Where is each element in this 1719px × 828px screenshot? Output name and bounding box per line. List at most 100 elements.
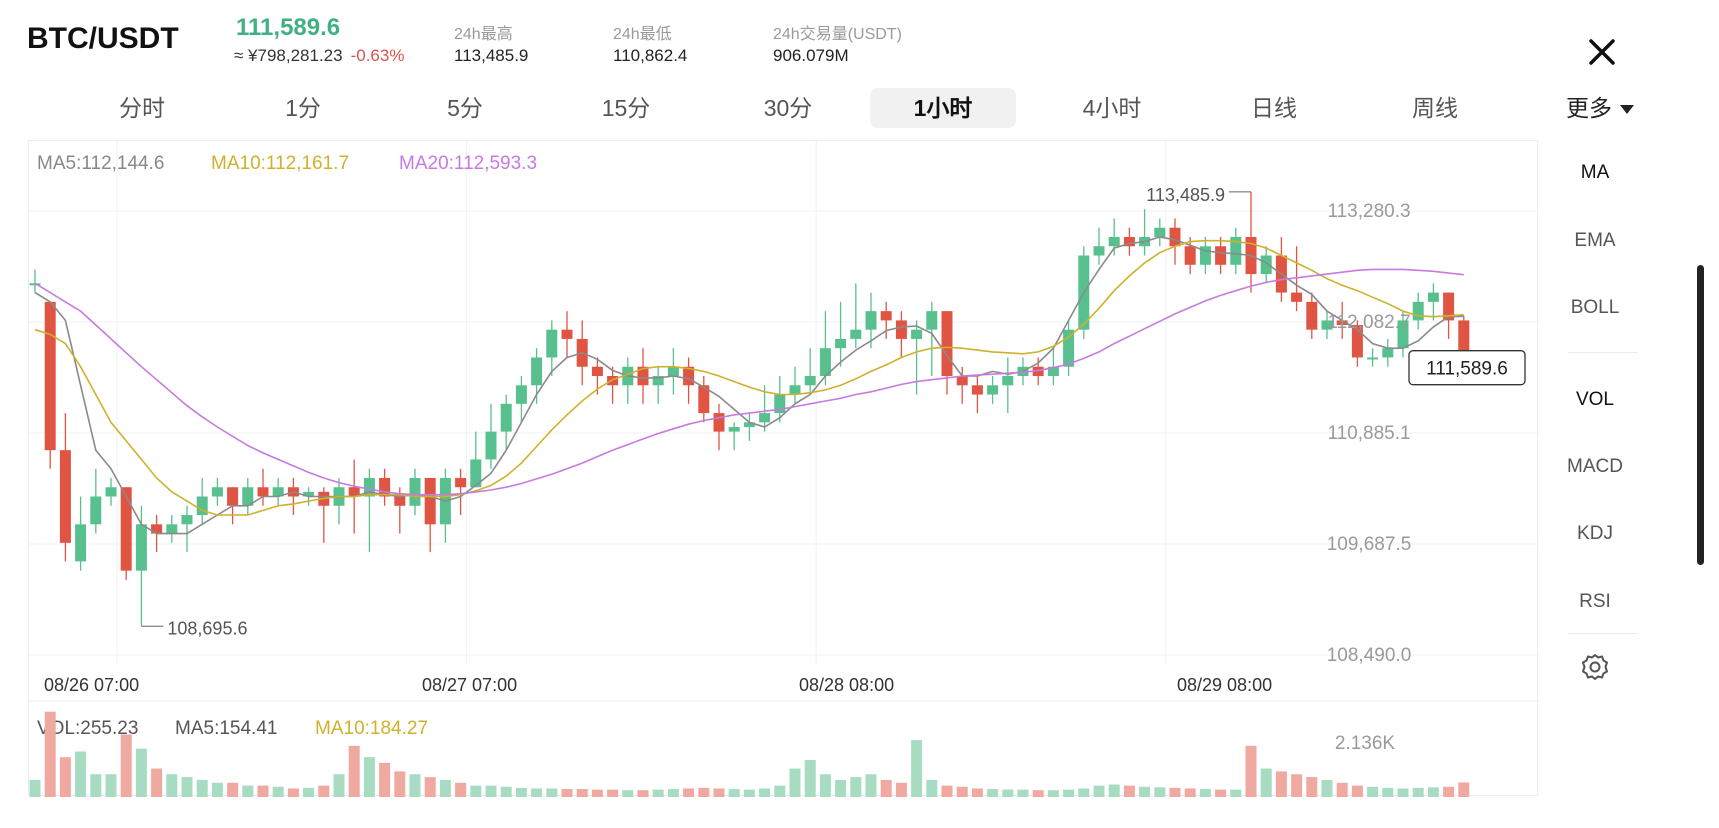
volume-bar xyxy=(348,745,360,797)
volume-bar xyxy=(1093,785,1105,797)
candle-body xyxy=(774,394,786,414)
tab-week[interactable]: 周线 xyxy=(1412,95,1458,121)
volume-bar xyxy=(1291,774,1303,797)
x-tick-label: 08/26 07:00 xyxy=(44,675,139,695)
volume-bar xyxy=(1321,779,1333,797)
volume-bar xyxy=(895,782,907,797)
tab-5m[interactable]: 5分 xyxy=(447,95,483,121)
close-icon[interactable] xyxy=(1586,36,1618,68)
indicator-ema[interactable]: EMA xyxy=(1574,230,1616,251)
volume-bar xyxy=(1047,790,1059,797)
candle-body xyxy=(713,413,725,432)
tab-4h[interactable]: 4小时 xyxy=(1082,95,1142,121)
volume-bar xyxy=(120,734,132,797)
volume-bar xyxy=(272,786,284,797)
indicator-kdj[interactable]: KDJ xyxy=(1577,523,1613,544)
last-price: 111,589.6 xyxy=(236,14,341,41)
volume-bar xyxy=(622,790,634,797)
candle-body xyxy=(1002,376,1014,386)
indicator-ma[interactable]: MA xyxy=(1580,162,1610,183)
volume-bar xyxy=(90,774,102,797)
volume-bar xyxy=(561,789,573,797)
candle-body xyxy=(75,524,87,562)
candlestick-chart[interactable]: MA5:112,144.6 MA10:112,161.7 MA20:112,593.… xyxy=(29,141,1539,797)
candle-body xyxy=(865,311,877,330)
low-price-label: 108,695.6 xyxy=(167,618,247,638)
candle-body xyxy=(971,385,983,395)
candle-body xyxy=(59,450,71,543)
volume-bar xyxy=(166,774,178,797)
candle-body xyxy=(804,376,816,386)
candle-body xyxy=(531,357,543,386)
tab-timeline[interactable]: 分时 xyxy=(119,95,165,121)
volume-bar xyxy=(637,790,649,797)
indicator-vol[interactable]: VOL xyxy=(1575,389,1615,410)
pair-title: BTC/USDT xyxy=(27,22,179,55)
volume-bar xyxy=(59,757,71,797)
candle-body xyxy=(1291,292,1303,302)
volume-bar xyxy=(1443,786,1455,797)
scrollbar-thumb[interactable] xyxy=(1697,265,1704,565)
candle-body xyxy=(1382,348,1394,358)
candle-body xyxy=(956,376,968,386)
volume-bar xyxy=(181,777,193,797)
volume-bar xyxy=(865,774,877,797)
candle-body xyxy=(105,487,117,497)
y-tick-label: 112,082.7 xyxy=(1327,312,1410,333)
candle-body xyxy=(1093,246,1105,256)
candle-body xyxy=(1184,246,1196,265)
volume-bar xyxy=(1108,784,1120,797)
candle-body xyxy=(242,487,254,506)
indicator-boll[interactable]: BOLL xyxy=(1570,297,1620,318)
volume-bar xyxy=(880,779,892,797)
more-dropdown[interactable]: 更多 xyxy=(1550,88,1650,128)
candle-body xyxy=(637,366,649,386)
volume-bar xyxy=(607,789,619,797)
candle-body xyxy=(1215,246,1227,265)
tab-30m[interactable]: 30分 xyxy=(763,95,813,121)
candle-body xyxy=(941,311,953,377)
volume-bar xyxy=(105,774,117,797)
volume-bar xyxy=(1458,782,1470,797)
tab-day[interactable]: 日线 xyxy=(1251,95,1297,121)
vol-legend-1: MA5:154.41 xyxy=(175,718,277,739)
indicator-macd[interactable]: MACD xyxy=(1567,456,1623,477)
candle-body xyxy=(166,524,178,534)
ma-legend-0: MA5:112,144.6 xyxy=(37,153,164,174)
candle-body xyxy=(211,487,223,497)
current-price-box xyxy=(1408,350,1526,386)
candle-body xyxy=(151,524,163,534)
y-tick-label: 108,490.0 xyxy=(1327,645,1412,666)
chart-panel[interactable]: MA5:112,144.6 MA10:112,161.7 MA20:112,593.… xyxy=(28,140,1539,797)
settings-gear-icon[interactable] xyxy=(1580,652,1610,682)
candle-body xyxy=(135,524,147,571)
ma-legend-1: MA10:112,161.7 xyxy=(211,153,349,174)
tab-1h[interactable]: 1小时 xyxy=(870,88,1016,128)
candle-body xyxy=(424,477,436,525)
volume-bar xyxy=(470,785,482,797)
volume-bar xyxy=(151,768,163,797)
volume-bar xyxy=(257,785,269,797)
volume-bar xyxy=(333,774,345,797)
candle-body xyxy=(181,515,193,525)
volume-bar xyxy=(318,785,330,797)
candle-body xyxy=(257,487,269,497)
indicator-divider xyxy=(1568,352,1638,353)
volume-bar xyxy=(75,751,87,797)
volume-bar xyxy=(196,779,208,797)
candle-body xyxy=(1397,320,1409,349)
candle-body xyxy=(90,496,102,525)
volume-bar xyxy=(485,785,497,797)
vol-legend-0: VOL:255.23 xyxy=(37,718,138,739)
volume-bar xyxy=(135,748,147,797)
candle-body xyxy=(546,329,558,358)
volume-bar xyxy=(424,777,436,797)
stat-high-value: 113,485.9 xyxy=(454,46,529,65)
tab-15m[interactable]: 15分 xyxy=(601,95,651,121)
indicator-rsi[interactable]: RSI xyxy=(1579,591,1611,612)
volume-bar xyxy=(439,779,451,797)
volume-bar xyxy=(1336,782,1348,797)
candle-body xyxy=(880,311,892,321)
candle-body xyxy=(1123,236,1135,247)
tab-1m[interactable]: 1分 xyxy=(285,95,321,121)
